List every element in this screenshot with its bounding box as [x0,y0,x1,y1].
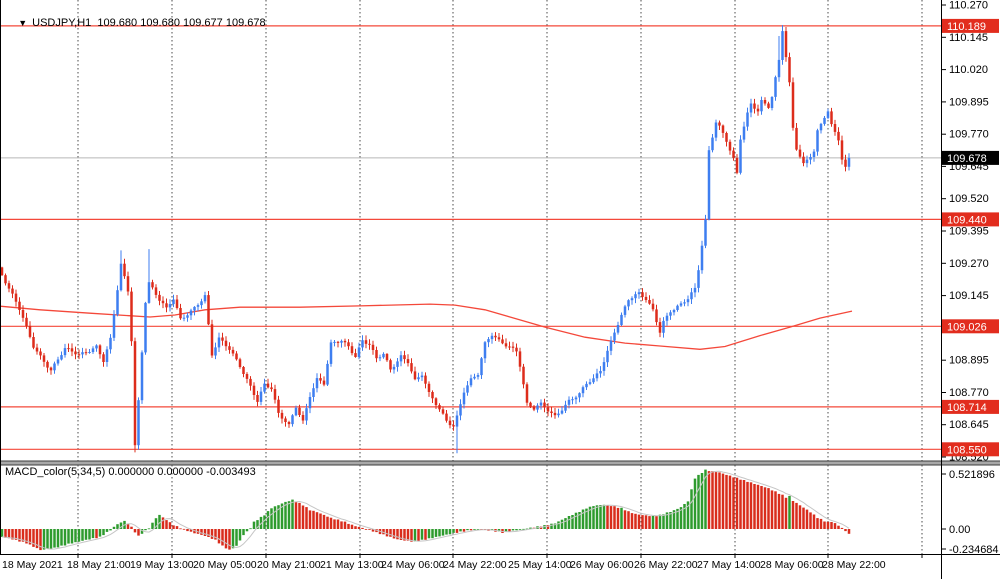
price-tick-label: 108.770 [949,387,989,399]
svg-text:108.550: 108.550 [947,444,987,456]
svg-text:108.714: 108.714 [947,402,987,414]
time-axis-label: 18 May 2021 [2,559,63,571]
time-axis-label: 25 May 14:00 [508,559,572,571]
one-click-trading-dropdown-icon[interactable]: ▼ [18,18,28,28]
macd-tick-label: -0.234684 [949,544,999,556]
symbol-period-label: USDJPY,H1 [32,17,92,29]
macd-tick-label: 0.00 [949,524,970,536]
price-axis[interactable]: 110.270 110.145 110.020 109.895 109.770 109.6… [941,0,989,464]
price-tick-label: 110.020 [949,64,988,76]
price-tick-label: 109.520 [949,193,989,205]
svg-text:109.026: 109.026 [947,321,987,333]
price-tick-label: 110.145 [949,32,988,44]
time-axis-label: 24 May 22:00 [443,559,507,571]
price-tick-label: 108.645 [949,419,989,431]
time-axis-label: 19 May 13:00 [130,559,194,571]
chart-title: ▼ USDJPY,H1 109.680 109.680 109.677 109.6… [6,4,266,43]
svg-text:109.678: 109.678 [947,153,987,165]
macd-histogram [0,469,851,551]
price-tick-label: 109.270 [949,258,989,270]
price-tick-label: 109.770 [949,129,989,141]
price-tick-label: 108.895 [949,355,989,367]
current-price-badge [942,150,999,165]
price-tick-label: 109.395 [949,226,989,238]
time-axis-label: 26 May 06:00 [570,559,634,571]
price-tick-label: 109.145 [949,290,989,302]
time-axis-label: 28 May 06:00 [760,559,824,571]
time-axis-label: 20 May 21:00 [257,559,321,571]
moving-average-line [0,303,853,350]
time-axis-label: 28 May 22:00 [822,559,886,571]
candles [0,25,851,454]
price-tick-label: 110.270 [949,0,988,12]
macd-indicator-label: MACD_color(5,34,5) 0.000000 0.000000 -0.… [5,466,256,478]
time-axis-label: 24 May 06:00 [381,559,445,571]
time-axis-label: 18 May 21:00 [67,559,131,571]
time-axis-label: 27 May 14:00 [697,559,761,571]
time-axis-label: 20 May 05:00 [193,559,257,571]
price-level-badges: 110.189 109.440 109.026 108.714 108.550 109.6… [942,18,999,457]
time-axis-label: 26 May 22:00 [634,559,698,571]
price-tick-label: 109.895 [949,96,989,108]
time-axis-label: 21 May 13:00 [320,559,384,571]
macd-signal-line [1,470,850,550]
vertical-gridlines [77,0,923,558]
svg-text:110.189: 110.189 [947,21,986,33]
macd-tick-label: 0.521896 [949,469,995,481]
svg-text:109.440: 109.440 [947,214,987,226]
ohlc-values-label: 109.680 109.680 109.677 109.678 [97,17,266,29]
macd-axis: 0.521896 0.00 -0.234684 [941,469,999,556]
pane-separator[interactable] [0,460,1000,466]
support-resistance-lines[interactable] [0,25,941,450]
